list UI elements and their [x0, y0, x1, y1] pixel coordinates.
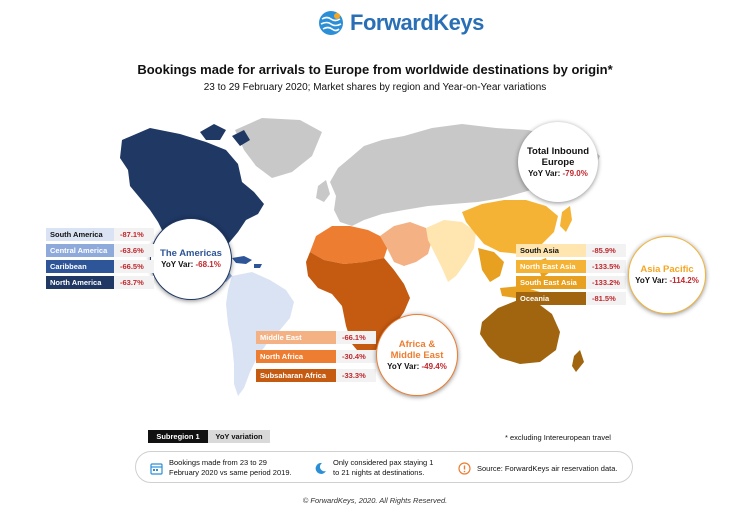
region-greenland [235, 118, 322, 178]
label-north-africa: North Africa [256, 350, 336, 363]
label-south-asia: South Asia [516, 244, 586, 257]
asia-pacific-subregions: South Asia -85.9% North East Asia -133.5… [516, 244, 626, 305]
value-north-east-asia: -133.5% [586, 260, 626, 273]
info-dates: Bookings made from 23 to 29 February 202… [150, 458, 292, 478]
asia-pacific-yoy: YoY Var: -114.2% [635, 276, 699, 285]
africa-me-title-line2: Middle East [390, 349, 444, 361]
label-oceania: Oceania [516, 292, 586, 305]
moon-icon [315, 462, 326, 474]
row-south-east-asia: South East Asia -133.2% [516, 276, 626, 289]
asia-pacific-circle: Asia Pacific YoY Var: -114.2% [628, 236, 706, 314]
label-north-america: North America [46, 276, 114, 289]
label-north-east-asia: North East Asia [516, 260, 586, 273]
europe-total-circle: Total Inbound Europe YoY Var: -79.0% [518, 122, 598, 202]
value-south-asia: -85.9% [586, 244, 626, 257]
americas-circle: The Americas YoY Var: -68.1% [150, 218, 232, 300]
region-scandinavia [356, 146, 378, 180]
region-north-america-islands [200, 124, 250, 146]
label-subsaharan-africa: Subsaharan Africa [256, 369, 336, 382]
copyright: © ForwardKeys, 2020. All Rights Reserved… [302, 496, 448, 505]
americas-subregions: South America -87.1% Central America -63… [46, 228, 154, 289]
region-south-asia [426, 220, 476, 282]
info-dates-line1: Bookings made from 23 to 29 [169, 458, 267, 467]
row-subsaharan-africa: Subsaharan Africa -33.3% [256, 369, 376, 382]
page-subtitle: 23 to 29 February 2020; Market shares by… [203, 82, 547, 93]
footnote: * excluding Intereuropean travel [505, 433, 611, 442]
value-north-america: -63.7% [114, 276, 154, 289]
info-box: Bookings made from 23 to 29 February 202… [135, 451, 633, 483]
row-north-africa: North Africa -30.4% [256, 350, 376, 363]
value-central-america: -63.6% [114, 244, 154, 257]
info-source: Source: ForwardKeys air reservation data… [458, 462, 617, 475]
europe-title-line2: Europe [541, 156, 575, 168]
value-caribbean: -66.5% [114, 260, 154, 273]
row-north-america: North America -63.7% [46, 276, 154, 289]
region-middle-east [380, 222, 432, 266]
region-new-zealand [572, 350, 584, 372]
info-source-text: Source: ForwardKeys air reservation data… [477, 463, 618, 473]
brand-logo: ForwardKeys [318, 10, 484, 36]
africa-me-yoy: YoY Var: -49.4% [387, 361, 447, 371]
value-south-america: -87.1% [114, 228, 154, 241]
calendar-icon [150, 462, 163, 475]
value-subsaharan-africa: -33.3% [336, 369, 376, 382]
label-south-america: South America [46, 228, 114, 241]
africa-me-circle: Africa & Middle East YoY Var: -49.4% [376, 314, 458, 396]
row-south-asia: South Asia -85.9% [516, 244, 626, 257]
region-japan [560, 206, 572, 232]
info-nights-line1: Only considered pax staying 1 [333, 458, 434, 467]
label-caribbean: Caribbean [46, 260, 114, 273]
info-dates-line2: February 2020 vs same period 2019. [169, 468, 292, 477]
region-north-east-asia [462, 200, 558, 254]
value-south-east-asia: -133.2% [586, 276, 626, 289]
region-north-america [120, 128, 264, 258]
americas-title: The Americas [160, 248, 222, 259]
value-middle-east: -66.1% [336, 331, 376, 344]
label-central-america: Central America [46, 244, 114, 257]
africa-me-subregions: Middle East -66.1% North Africa -30.4% S… [256, 331, 376, 382]
legend-subregion: Subregion 1 [148, 430, 208, 443]
row-middle-east: Middle East -66.1% [256, 331, 376, 344]
info-nights: Only considered pax staying 1 to 21 nigh… [314, 458, 433, 478]
brand-name: ForwardKeys [350, 10, 484, 35]
row-central-america: Central America -63.6% [46, 244, 154, 257]
europe-yoy: YoY Var: -79.0% [528, 168, 588, 178]
region-caribbean [232, 256, 262, 268]
region-north-africa [310, 226, 388, 264]
row-caribbean: Caribbean -66.5% [46, 260, 154, 273]
label-middle-east: Middle East [256, 331, 336, 344]
africa-me-title-line1: Africa & [398, 338, 436, 350]
legend-yoy: YoY variation [208, 430, 270, 443]
americas-yoy: YoY Var: -68.1% [161, 260, 221, 269]
row-south-america: South America -87.1% [46, 228, 154, 241]
region-south-east-asia [478, 248, 550, 302]
row-north-east-asia: North East Asia -133.5% [516, 260, 626, 273]
globe-logo-icon [319, 11, 343, 35]
region-oceania [480, 300, 560, 364]
europe-title-line1: Total Inbound [526, 145, 590, 157]
label-south-east-asia: South East Asia [516, 276, 586, 289]
page-title: Bookings made for arrivals to Europe fro… [137, 62, 613, 77]
value-north-africa: -30.4% [336, 350, 376, 363]
warning-icon [458, 462, 471, 475]
row-oceania: Oceania -81.5% [516, 292, 626, 305]
asia-pacific-title: Asia Pacific [640, 264, 694, 275]
info-nights-line2: to 21 nights at destinations. [333, 468, 425, 477]
value-oceania: -81.5% [586, 292, 626, 305]
region-uk [316, 180, 330, 202]
